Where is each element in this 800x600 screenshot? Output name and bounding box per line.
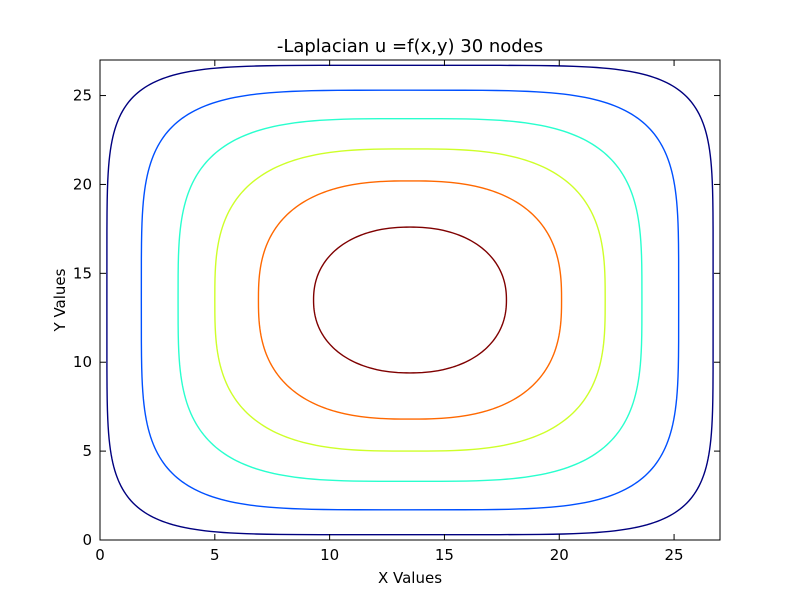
y-tick-label: 10: [73, 353, 92, 371]
x-axis-label: X Values: [378, 569, 442, 587]
contour-lines: [106, 64, 714, 536]
x-tick-label: 0: [95, 546, 105, 564]
x-axis: 0 5 10 15 20 25: [95, 60, 684, 564]
y-tick-label: 25: [73, 87, 92, 105]
contour-level-2: [140, 89, 680, 511]
contour-level-5: [257, 180, 563, 420]
x-tick-label: 15: [435, 546, 454, 564]
y-tick-label: 5: [82, 442, 92, 460]
contour-level-3: [177, 117, 643, 483]
x-tick-label: 5: [210, 546, 220, 564]
chart-title: -Laplacian u =f(x,y) 30 nodes: [277, 36, 543, 57]
y-tick-label: 0: [82, 531, 92, 549]
contour-level-1: [106, 64, 714, 536]
plot-frame: [99, 59, 721, 541]
y-tick-label: 15: [73, 264, 92, 282]
contour-level-6: [312, 226, 508, 374]
x-tick-label: 25: [665, 546, 684, 564]
x-tick-label: 10: [320, 546, 339, 564]
y-axis-label: Y Values: [51, 268, 69, 332]
y-axis: 0 5 10 15 20 25: [73, 87, 720, 549]
x-tick-label: 20: [550, 546, 569, 564]
y-tick-label: 20: [73, 175, 92, 193]
contour-level-4: [214, 148, 606, 452]
